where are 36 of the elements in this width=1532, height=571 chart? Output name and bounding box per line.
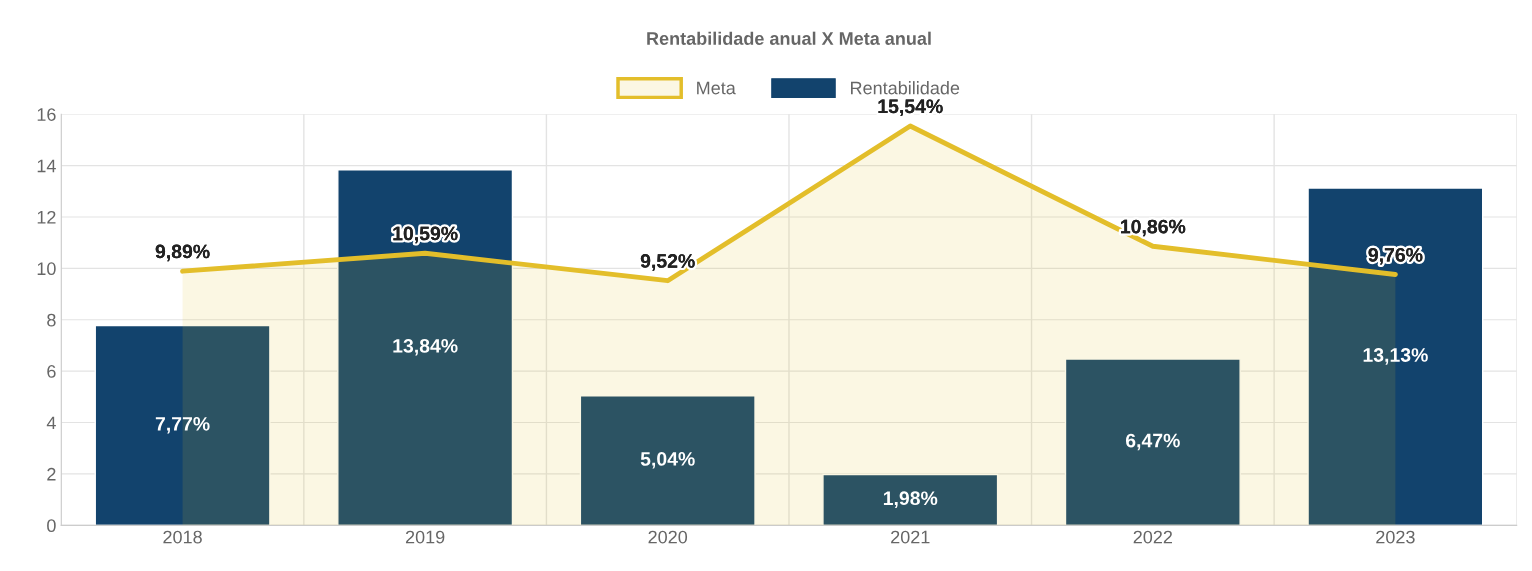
data-label: 7,77% <box>155 416 210 434</box>
bar <box>822 473 999 526</box>
data-label: 13,84% <box>393 338 458 356</box>
data-label: 10,59% <box>393 226 458 244</box>
data-label: 15,54% <box>878 99 943 116</box>
data-label: 9,52% <box>640 254 695 271</box>
bar <box>1307 187 1484 526</box>
x-tick-label: 2023 <box>1376 530 1415 544</box>
y-tick-label: 2 <box>47 467 56 481</box>
y-tick-label: 0 <box>47 519 56 533</box>
x-tick-label: 2018 <box>163 530 202 544</box>
y-tick-label: 10 <box>37 262 56 276</box>
legend-label: Meta <box>697 81 736 95</box>
x-tick-label: 2020 <box>648 530 688 544</box>
data-label: 1,98% <box>883 491 938 508</box>
y-tick-label: 4 <box>46 416 56 430</box>
data-label: 5,04% <box>640 452 695 469</box>
bar <box>1064 358 1241 526</box>
y-tick-label: 14 <box>37 159 56 173</box>
data-label: 13,13% <box>1363 348 1428 365</box>
x-tick-label: 2021 <box>891 530 930 544</box>
chart-title: Rentabilidade anual X Meta anual <box>647 31 931 45</box>
data-label: 9,76% <box>1368 247 1423 265</box>
bar <box>337 169 514 526</box>
y-tick-label: 16 <box>37 108 56 121</box>
data-label: 6,47% <box>1125 433 1180 451</box>
data-label: 10,86% <box>1121 219 1186 237</box>
legend-label: Rentabilidade <box>851 81 960 95</box>
x-tick-label: 2019 <box>405 530 445 544</box>
data-label: 9,89% <box>155 244 210 262</box>
y-tick-label: 8 <box>47 313 56 327</box>
bar <box>579 395 756 526</box>
y-tick-label: 12 <box>37 210 56 224</box>
y-tick-label: 6 <box>47 365 56 378</box>
bar <box>94 324 271 526</box>
x-tick-label: 2022 <box>1133 530 1173 544</box>
